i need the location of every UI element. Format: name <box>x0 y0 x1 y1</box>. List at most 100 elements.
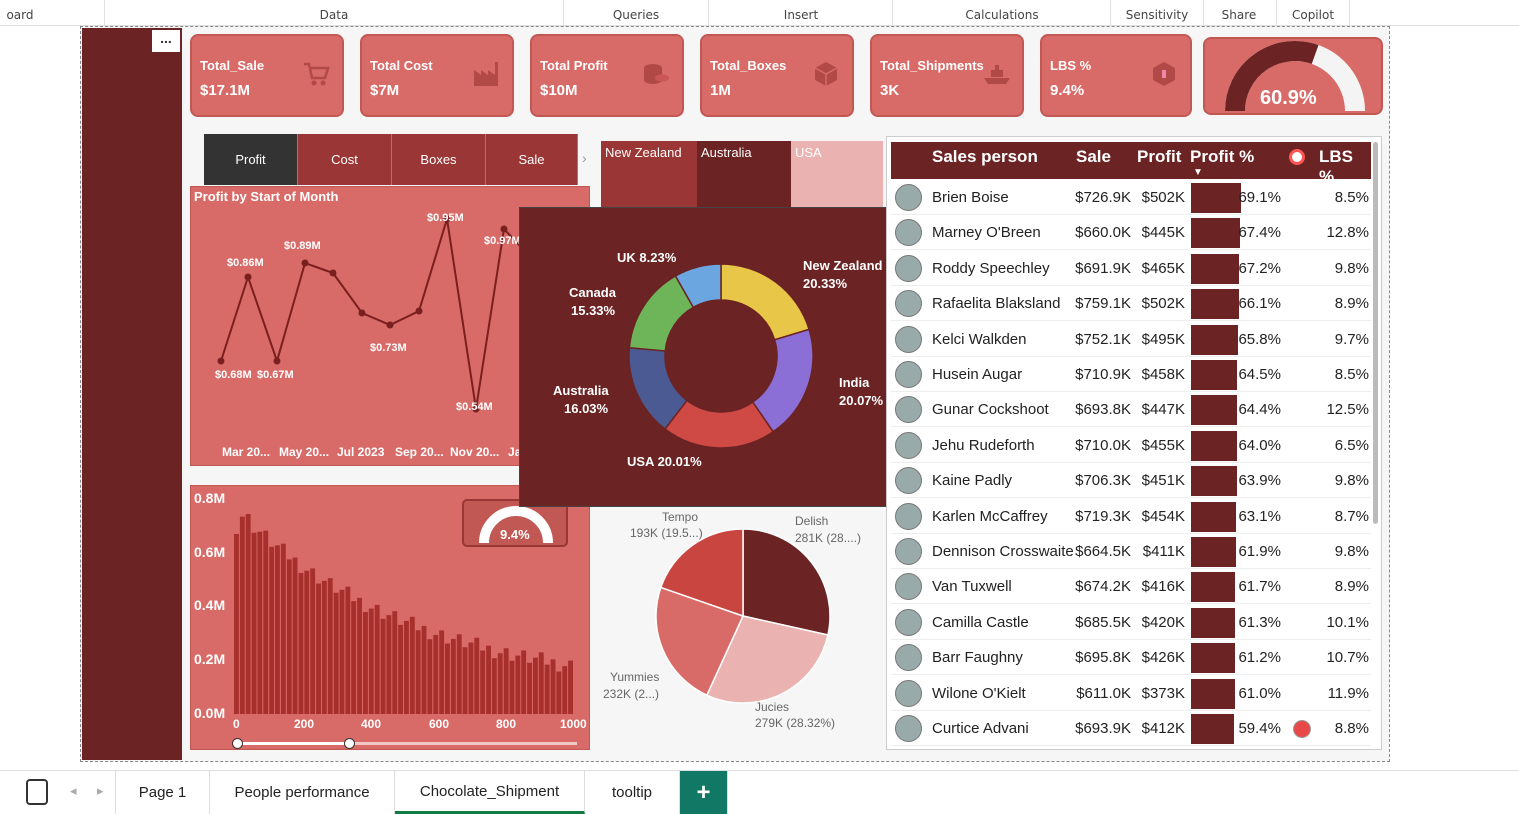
histogram-bar[interactable] <box>538 652 544 714</box>
table-row[interactable]: Jehu Rudeforth $710.0K $455K 64.0% 6.5% <box>891 428 1371 463</box>
range-slider-handle-min[interactable] <box>232 738 243 749</box>
ribbon-tab-board[interactable]: oard <box>6 8 34 22</box>
ribbon-tab-sensitivity[interactable]: Sensitivity <box>1125 8 1189 22</box>
histogram-bar[interactable] <box>527 662 532 714</box>
histogram-bar[interactable] <box>409 616 415 714</box>
histogram-bar[interactable] <box>316 583 321 715</box>
histogram-bar[interactable] <box>333 592 339 714</box>
header-profit[interactable]: Profit <box>1137 147 1182 166</box>
histogram-bar[interactable] <box>263 530 269 714</box>
tab-people-performance[interactable]: People performance <box>210 771 395 814</box>
profit-gauge-card[interactable]: 60.9% <box>1203 37 1383 115</box>
table-row[interactable]: Karlen McCaffrey $719.3K $454K 63.1% 8.7… <box>891 499 1371 534</box>
histogram-bar[interactable] <box>368 608 374 715</box>
histogram-bar[interactable] <box>439 630 445 714</box>
boxes-button[interactable]: Boxes <box>392 134 486 185</box>
histogram-bar[interactable] <box>327 578 333 714</box>
kpi-total-shipments[interactable]: Total_Shipments 3K <box>870 34 1024 117</box>
kpi-total-sale[interactable]: Total_Sale $17.1M <box>190 34 344 117</box>
ribbon-tab-share[interactable]: Share <box>1221 8 1257 22</box>
table-row[interactable]: Roddy Speechley $691.9K $465K 67.2% 9.8% <box>891 251 1371 286</box>
histogram-bar[interactable] <box>310 568 316 714</box>
table-row[interactable]: Brien Boise $726.9K $502K 69.1% 8.5% <box>891 180 1371 215</box>
sort-desc-icon[interactable]: ▼ <box>1193 167 1203 178</box>
pie-slice[interactable] <box>655 586 745 697</box>
histogram-bar[interactable] <box>550 659 556 714</box>
histogram-bar[interactable] <box>286 559 292 714</box>
kpi-lbs-pct[interactable]: LBS % 9.4% <box>1040 34 1192 117</box>
table-row[interactable]: Rafaelita Blaksland $759.1K $502K 66.1% … <box>891 286 1371 322</box>
histogram-bar[interactable] <box>239 516 245 714</box>
more-options-button[interactable]: ... <box>152 30 180 52</box>
ribbon-tab-queries[interactable]: Queries <box>612 8 660 22</box>
donut-segment[interactable] <box>674 263 722 309</box>
histogram-bar[interactable] <box>445 643 450 715</box>
histogram-bar[interactable] <box>427 639 433 714</box>
histogram-bar[interactable] <box>556 671 562 715</box>
histogram-bar[interactable] <box>345 586 351 714</box>
header-profit-pct[interactable]: Profit % <box>1190 147 1255 166</box>
header-lbs-pct[interactable]: LBS % <box>1319 147 1353 186</box>
kpi-total-profit[interactable]: Total Profit $10M <box>530 34 684 117</box>
histogram-bar[interactable] <box>486 645 491 714</box>
histogram-bar[interactable] <box>503 648 509 714</box>
add-page-button[interactable]: + <box>680 771 728 814</box>
histogram-bar[interactable] <box>433 634 439 714</box>
table-row[interactable]: Marney O'Breen $660.0K $445K 67.4% 12.8% <box>891 215 1371 251</box>
table-row[interactable]: Husein Augar $710.9K $458K 64.5% 8.5% <box>891 357 1371 392</box>
table-row[interactable]: Kelci Walkden $752.1K $495K 65.8% 9.7% <box>891 322 1371 357</box>
ribbon-tab-data[interactable]: Data <box>319 8 349 22</box>
histogram-bar[interactable] <box>456 634 462 714</box>
mobile-layout-icon[interactable] <box>26 779 48 805</box>
histogram-bar[interactable] <box>234 534 239 714</box>
histogram-bar[interactable] <box>251 532 257 714</box>
histogram-bar[interactable] <box>421 625 427 714</box>
profit-button[interactable]: Profit <box>204 134 298 185</box>
histogram-bar[interactable] <box>245 514 251 714</box>
sales-person-table[interactable] <box>886 136 1382 750</box>
table-row[interactable]: Van Tuxwell $674.2K $416K 61.7% 8.9% <box>891 569 1371 605</box>
pie-slice[interactable] <box>705 615 829 704</box>
histogram-bar[interactable] <box>275 545 280 714</box>
histogram-bar[interactable] <box>533 657 538 714</box>
kpi-total-cost[interactable]: Total Cost $7M <box>360 34 514 117</box>
tab-page-1[interactable]: Page 1 <box>115 771 210 814</box>
table-row[interactable]: Barr Faughny $695.8K $426K 61.2% 10.7% <box>891 640 1371 676</box>
histogram-bar[interactable] <box>386 615 392 714</box>
histogram-bar[interactable] <box>374 604 380 714</box>
table-row[interactable]: Gunar Cockshoot $693.8K $447K 64.4% 12.5… <box>891 392 1371 428</box>
kpi-total-boxes[interactable]: Total_Boxes 1M <box>700 34 854 117</box>
histogram-bar[interactable] <box>415 630 421 714</box>
tab-tooltip[interactable]: tooltip <box>585 771 680 814</box>
histogram-bar[interactable] <box>544 664 550 714</box>
cost-button[interactable]: Cost <box>298 134 392 185</box>
histogram-bar[interactable] <box>304 570 310 714</box>
ribbon-tab-insert[interactable]: Insert <box>783 8 819 22</box>
histogram-bar[interactable] <box>380 618 386 714</box>
range-slider-track[interactable] <box>237 742 577 745</box>
chevron-right-icon[interactable]: ▸ <box>97 783 104 798</box>
histogram-bar[interactable] <box>298 573 304 714</box>
tile-usa[interactable]: USA <box>791 141 883 211</box>
histogram-bar[interactable] <box>339 589 345 714</box>
histogram-bar[interactable] <box>480 650 486 715</box>
histogram-bar[interactable] <box>269 546 275 714</box>
table-scrollbar[interactable] <box>1373 142 1378 524</box>
histogram-bar[interactable] <box>468 642 474 715</box>
header-sales-person[interactable]: Sales person <box>932 147 1038 166</box>
sidebar-panel[interactable] <box>82 28 182 760</box>
chevron-left-icon[interactable]: ◂ <box>70 783 77 798</box>
tab-chocolate-shipment[interactable]: Chocolate_Shipment <box>395 771 585 814</box>
tile-australia[interactable]: Australia <box>697 141 791 211</box>
table-row[interactable]: Wilone O'Kielt $611.0K $373K 61.0% 11.9% <box>891 676 1371 711</box>
table-row[interactable]: Dennison Crosswaite $664.5K $411K 61.9% … <box>891 534 1371 569</box>
product-pie-chart[interactable]: Tempo 193K (19.5...) Delish 281K (28....… <box>600 505 880 750</box>
histogram-bar[interactable] <box>280 543 286 714</box>
histogram-bar[interactable] <box>521 650 527 714</box>
histogram-bar[interactable] <box>474 637 480 714</box>
histogram-bar[interactable] <box>363 612 368 714</box>
histogram-bar[interactable] <box>462 647 468 714</box>
ribbon-tab-copilot[interactable]: Copilot <box>1291 8 1335 22</box>
histogram-chart[interactable]: 0.8M 0.6M 0.4M 0.2M 0.0M 0 200 400 600 8… <box>190 485 590 750</box>
pie-slice[interactable] <box>659 528 744 618</box>
